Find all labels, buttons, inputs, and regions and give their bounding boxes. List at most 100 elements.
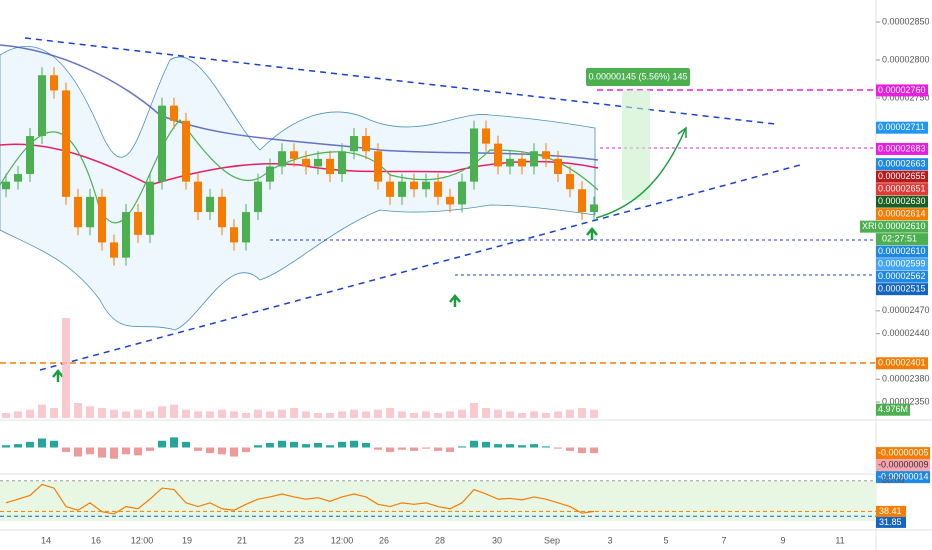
candle (554, 158, 562, 175)
candle (386, 181, 394, 197)
price-tag (876, 84, 928, 97)
macd-bar (86, 447, 94, 455)
candle (122, 212, 130, 258)
volume-bar (470, 403, 478, 418)
price-tag-label: 0.00002614 (878, 209, 926, 219)
x-tick-label: 21 (237, 535, 247, 545)
macd-bar (566, 447, 574, 451)
rsi-tag-label: 38.41 (879, 506, 902, 516)
volume-bar (302, 411, 310, 418)
macd-bar (290, 441, 298, 448)
volume-bar (410, 413, 418, 418)
macd-bar (2, 445, 10, 448)
candle (590, 204, 598, 213)
macd-tag (876, 459, 930, 472)
candle (446, 196, 454, 205)
y-tick-label: 0.00002470 (882, 305, 930, 315)
volume-bar (170, 404, 178, 418)
candle (194, 181, 202, 213)
projection-arrow (595, 129, 686, 219)
candle (158, 105, 166, 182)
candle (494, 143, 502, 167)
candle (422, 181, 430, 190)
price-tag (876, 158, 928, 171)
candle (218, 196, 226, 228)
candle (62, 90, 70, 197)
y-tick-label: 0.00002350 (882, 396, 930, 406)
volume-bar (494, 409, 502, 418)
candle (290, 151, 298, 159)
macd-bar (350, 440, 358, 448)
volume-bar (62, 318, 70, 418)
macd-bar (230, 447, 238, 457)
macd-tag (876, 447, 930, 460)
volume-bar (590, 409, 598, 418)
macd-bar (122, 447, 130, 455)
candle (266, 166, 274, 182)
macd-bar (518, 445, 526, 448)
price-tag-label: 0.00002515 (878, 284, 926, 294)
candle (470, 128, 478, 182)
x-tick-label: 16 (91, 535, 101, 545)
volume-bar (74, 403, 82, 418)
candle (314, 158, 322, 167)
volume-bar (578, 408, 586, 418)
macd-bar (74, 447, 82, 457)
price-tag-label: 0.00002610 (878, 246, 926, 256)
price-tag-label: 0.00002711 (878, 122, 925, 132)
volume-bar (38, 404, 46, 418)
measure-zone (622, 90, 650, 200)
candle (2, 181, 10, 190)
volume-bar (194, 411, 202, 418)
macd-tag-label: -0.00000009 (878, 460, 929, 470)
x-tick-label: Sep (544, 535, 560, 545)
symbol-tag (860, 220, 876, 233)
indicators (0, 37, 875, 382)
price-tag (876, 183, 928, 196)
x-tick-label: 12:00 (331, 535, 354, 545)
price-tag (876, 121, 928, 134)
macd-bar (446, 447, 454, 452)
volume-bar (182, 409, 190, 418)
rsi-tag (876, 516, 906, 528)
macd-tag-label: -0.00000005 (878, 448, 929, 458)
candle (482, 128, 490, 144)
macd-bar (410, 447, 418, 451)
volume-bar (398, 411, 406, 418)
candle (38, 75, 46, 137)
price-tag (876, 245, 928, 258)
y-tick-label: 0.00002850 (882, 16, 930, 26)
candle (362, 136, 370, 152)
price-tag (876, 208, 928, 221)
x-tick-label: 26 (379, 535, 389, 545)
volume-bar (254, 409, 262, 418)
macd-bar (278, 440, 286, 448)
price-tag (876, 142, 928, 155)
volume-bar (242, 413, 250, 418)
macd-tag-label: -0.00000014 (878, 472, 929, 482)
macd-bar (338, 441, 346, 448)
volume-bar (110, 409, 118, 418)
macd-bar (314, 443, 322, 448)
candle (326, 158, 334, 175)
volume-bar (2, 413, 10, 418)
price-tag (876, 220, 928, 233)
volume-bar (518, 413, 526, 418)
macd-bar (590, 447, 598, 454)
price-tag-label: 0.00002401 (878, 358, 926, 368)
macd-bar (242, 447, 250, 452)
macd-bar (158, 440, 166, 448)
volume-tag-label: 4.976M (878, 404, 908, 414)
candle (458, 181, 466, 205)
x-tick-label: 14 (41, 535, 51, 545)
up-arrow (52, 369, 64, 382)
x-tick-label: 3 (607, 535, 612, 545)
candle (566, 174, 574, 190)
candle (146, 181, 154, 235)
rsi-band (0, 480, 876, 521)
volume-bar (326, 413, 334, 418)
macd-bar (302, 444, 310, 448)
candle (230, 227, 238, 243)
macd-bar (194, 447, 202, 451)
